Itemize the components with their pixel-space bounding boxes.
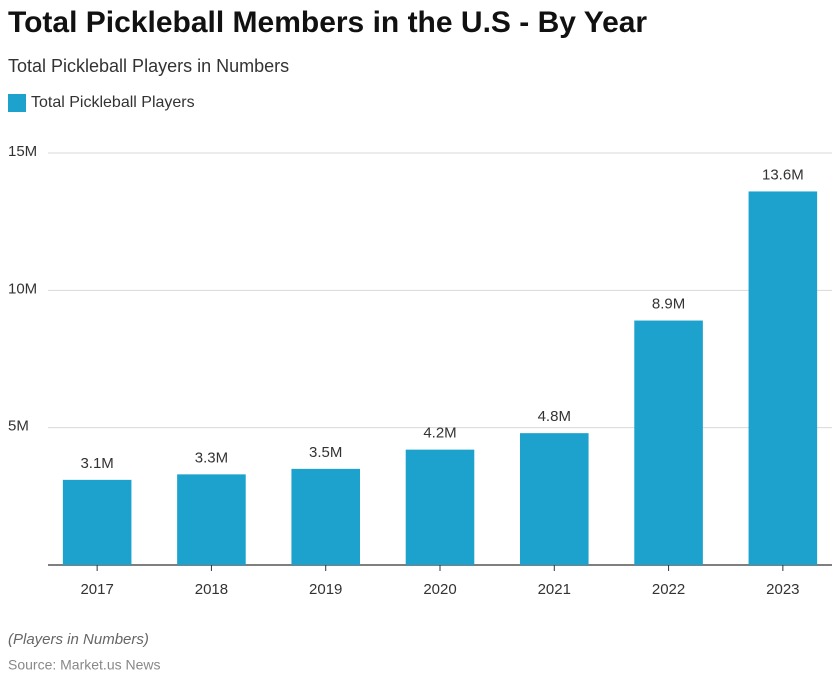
value-label: 8.9M xyxy=(652,296,685,313)
bar xyxy=(634,320,703,565)
legend-label: Total Pickleball Players xyxy=(31,94,195,111)
legend-swatch xyxy=(8,94,26,112)
bar xyxy=(291,468,360,565)
bar xyxy=(748,191,818,565)
bar xyxy=(520,433,589,565)
x-tick-label: 2021 xyxy=(538,581,571,598)
bar xyxy=(62,479,132,565)
x-tick-label: 2018 xyxy=(195,581,228,598)
value-label: 4.8M xyxy=(538,408,571,425)
x-tick-label: 2019 xyxy=(309,581,342,598)
value-label: 3.3M xyxy=(195,449,228,466)
bar xyxy=(177,474,246,565)
chart-subtitle: Total Pickleball Players in Numbers xyxy=(8,56,289,76)
x-tick-label: 2020 xyxy=(423,581,456,598)
note: (Players in Numbers) xyxy=(8,631,149,648)
x-tick-label: 2017 xyxy=(80,581,113,598)
x-tick-label: 2023 xyxy=(766,581,799,598)
x-tick-label: 2022 xyxy=(652,581,685,598)
chart-title: Total Pickleball Members in the U.S - By… xyxy=(8,6,647,39)
source: Source: Market.us News xyxy=(8,657,161,673)
value-label: 3.5M xyxy=(309,444,342,461)
value-label: 4.2M xyxy=(423,425,456,442)
bar xyxy=(405,449,475,565)
value-label: 13.6M xyxy=(762,166,804,183)
value-label: 3.1M xyxy=(80,455,113,472)
y-tick-label: 15M xyxy=(8,143,37,160)
y-tick-label: 10M xyxy=(8,280,37,297)
y-tick-label: 5M xyxy=(8,418,29,435)
